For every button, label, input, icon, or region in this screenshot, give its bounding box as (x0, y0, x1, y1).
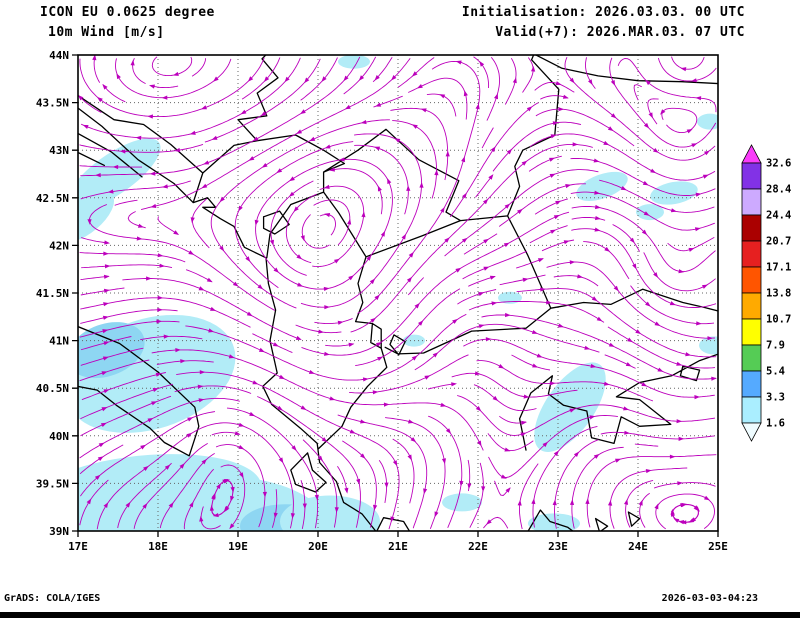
lat-tick-label: 43.5N (36, 97, 69, 110)
colorbar-segment (741, 396, 762, 424)
lat-tick-label: 43N (49, 144, 69, 157)
wind-speed-shade-blob (699, 336, 718, 355)
colorbar-level-label: 20.7 (766, 236, 791, 248)
colorbar-level-label: 1.6 (766, 418, 785, 430)
lon-tick-label: 24E (628, 540, 648, 553)
wind-speed-shade-blob (498, 291, 522, 304)
streamline-layer (78, 55, 717, 530)
lat-tick-label: 42.5N (36, 192, 69, 205)
coastline-borders-layer (78, 55, 718, 531)
colorbar-level-label: 24.4 (766, 210, 791, 222)
colorbar-segment (741, 240, 762, 268)
wind-speed-shade-blob (650, 181, 698, 205)
wind-speed-shade-blob (338, 55, 370, 69)
colorbar-top-arrow (741, 144, 762, 164)
wind-speed-shade-blob (636, 204, 664, 221)
colorbar-level-label: 32.6 (766, 158, 791, 170)
colorbar-level-label: 28.4 (766, 184, 791, 196)
grads-credit: GrADS: COLA/IGES (4, 593, 101, 604)
colorbar-segment (741, 266, 762, 294)
axis-labels: 17E 18E 19E 20E 21E 22E 23E 24E 25E 44N 43.5N 43N 42… (36, 49, 728, 553)
axis-ticks (72, 54, 719, 537)
initialisation-time: Initialisation: 2026.03.03. 00 UTC (461, 5, 745, 20)
colorbar-segment (741, 344, 762, 372)
colorbar-level-label: 7.9 (766, 340, 785, 352)
colorbar-segment (741, 370, 762, 398)
colorbar-level-label: 17.1 (766, 262, 791, 274)
colorbar-segment (741, 214, 762, 242)
variable-title: 10m Wind [m/s] (48, 25, 165, 40)
wind-shading-layer (78, 55, 718, 531)
bottom-border-bar (0, 612, 800, 618)
wind-speed-shade-blob (78, 322, 145, 379)
lon-tick-label: 18E (148, 540, 168, 553)
colorbar-bottom-arrow (741, 422, 762, 442)
colorbar-level-label: 5.4 (766, 366, 785, 378)
model-title: ICON EU 0.0625 degree (40, 5, 215, 20)
colorbar: 32.6 28.4 24.4 20.7 17.1 13.8 10.7 7.9 5.4 3.3 1.6 (741, 144, 791, 442)
wind-speed-shade-blob (576, 171, 628, 201)
wind-speed-shade-blob (78, 191, 115, 242)
lat-tick-label: 40N (49, 430, 69, 443)
coastline-borders-path (78, 55, 718, 531)
lat-tick-label: 42N (49, 239, 69, 252)
lon-tick-label: 20E (308, 540, 328, 553)
lat-tick-label: 41.5N (36, 287, 69, 300)
colorbar-level-label: 10.7 (766, 314, 791, 326)
colorbar-segment (741, 292, 762, 320)
lat-tick-label: 41N (49, 335, 69, 348)
lat-tick-label: 39N (49, 525, 69, 538)
lon-tick-label: 23E (548, 540, 568, 553)
lon-tick-label: 19E (228, 540, 248, 553)
colorbar-segment (741, 318, 762, 346)
valid-time: Valid(+7): 2026.MAR.03. 07 UTC (495, 25, 745, 40)
lat-tick-label: 44N (49, 49, 69, 62)
creation-timestamp: 2026-03-03-04:23 (661, 593, 758, 604)
colorbar-segment (741, 188, 762, 216)
wind-speed-shade-blob (280, 495, 380, 531)
wind-speed-shade-blob (78, 138, 161, 210)
lat-tick-label: 40.5N (36, 382, 69, 395)
colorbar-segment (741, 162, 762, 190)
lat-tick-label: 39.5N (36, 477, 69, 490)
lon-tick-label: 21E (388, 540, 408, 553)
colorbar-level-label: 3.3 (766, 392, 785, 404)
lon-tick-label: 17E (68, 540, 88, 553)
lon-tick-label: 22E (468, 540, 488, 553)
wind-speed-shade-blob (442, 493, 482, 512)
colorbar-level-label: 13.8 (766, 288, 791, 300)
lon-tick-label: 25E (708, 540, 728, 553)
wind-speed-shade-blob (697, 113, 718, 130)
